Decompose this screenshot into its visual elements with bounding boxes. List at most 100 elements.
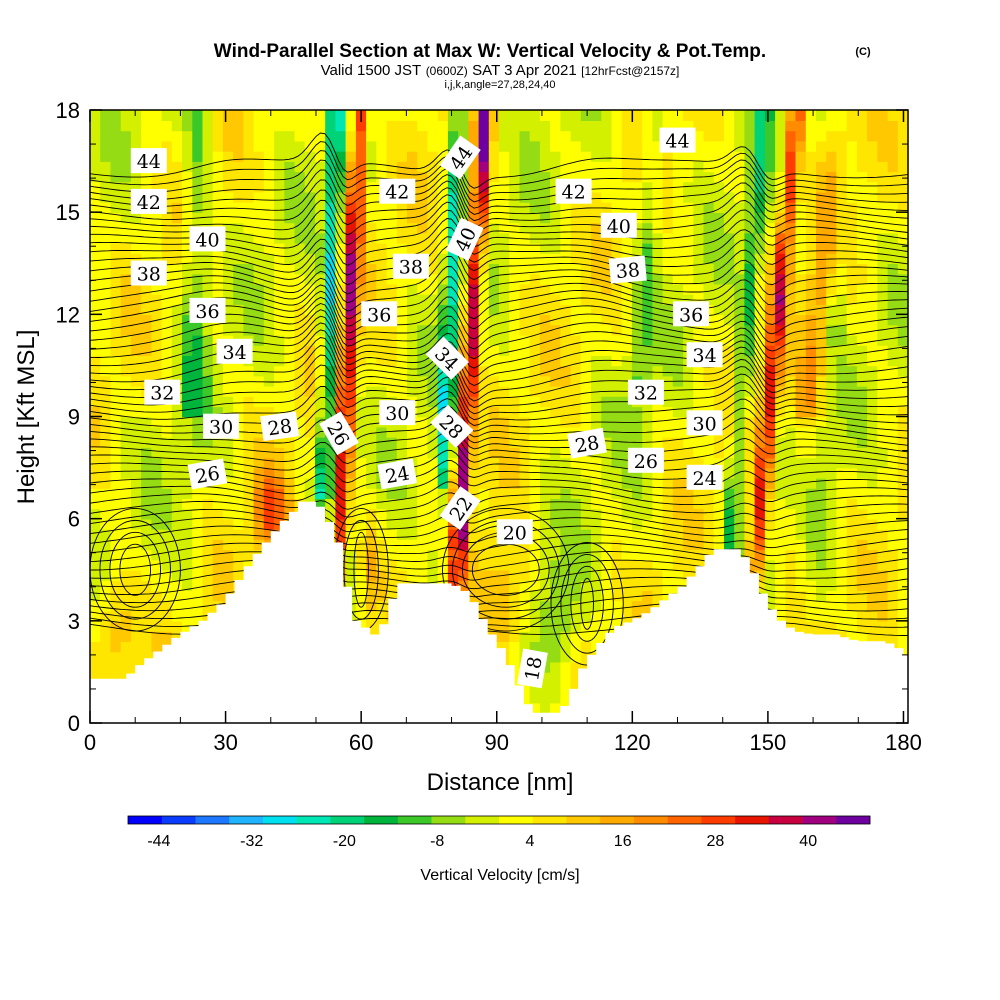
theta-contour-label: 36 [361,301,398,327]
contour-label-box [130,188,167,214]
velocity-cell [785,150,797,162]
velocity-cell [263,110,275,121]
velocity-cell [212,365,224,377]
velocity-cell [744,457,756,469]
velocity-cell [519,569,531,581]
velocity-cell [233,191,245,203]
velocity-cell [90,620,101,632]
velocity-cell [509,293,521,305]
velocity-cell [744,253,756,264]
velocity-cell [100,222,112,234]
velocity-cell [396,334,408,346]
velocity-cell [499,641,510,653]
velocity-cell [171,539,183,551]
velocity-cell [570,324,582,336]
velocity-cell [734,263,746,275]
velocity-cell [816,477,827,489]
velocity-cell [539,334,551,346]
velocity-cell [703,436,715,448]
velocity-cell [519,436,531,448]
velocity-cell [100,559,112,571]
velocity-cell [427,406,439,418]
velocity-cell [601,242,613,254]
velocity-cell [887,549,899,561]
velocity-cell [386,590,398,602]
theta-contour-line [90,150,908,203]
velocity-cell [294,293,306,305]
velocity-cell [887,375,899,387]
velocity-cell [274,222,286,234]
velocity-cell [580,130,592,142]
theta-contour-line [580,577,594,630]
velocity-cell [151,539,163,551]
velocity-cell [539,314,551,326]
velocity-cell [161,508,173,520]
velocity-cell [897,161,908,173]
theta-contour-label: 44 [659,127,696,153]
velocity-cell [764,253,776,264]
velocity-cell [754,171,766,183]
velocity-cell [529,314,541,326]
velocity-cell [703,365,715,377]
velocity-cell [591,191,602,203]
velocity-cell [100,467,112,479]
velocity-cell [396,436,408,448]
velocity-cell [161,202,173,213]
velocity-cell [182,120,193,132]
velocity-cell [601,171,613,183]
velocity-cell [233,467,245,479]
velocity-cell [631,355,643,367]
velocity-cell [417,222,429,234]
velocity-cell [100,651,112,663]
velocity-cell [222,488,234,499]
velocity-cell [887,600,899,612]
velocity-cell [335,150,347,162]
velocity-cell [560,263,572,275]
velocity-cell [294,324,306,336]
velocity-cell [539,375,551,387]
velocity-cell [816,406,827,418]
velocity-cell [539,273,551,285]
velocity-cell [856,406,868,418]
velocity-cell [100,671,112,683]
velocity-cell [621,447,633,459]
velocity-cell [856,222,868,234]
velocity-cell [366,171,378,183]
velocity-cell [315,375,326,387]
velocity-cell [407,447,418,459]
velocity-cell [355,120,367,132]
velocity-cell [458,273,470,285]
velocity-cell [110,518,122,530]
velocity-cell [499,600,510,612]
velocity-cell [90,539,101,551]
velocity-cell [703,518,715,530]
velocity-cell [243,161,255,173]
theta-contour-line [90,132,908,189]
velocity-cell [141,242,153,254]
velocity-cell [141,559,153,571]
velocity-cell [509,202,521,213]
velocity-cell [867,191,879,203]
velocity-cell [253,447,265,459]
velocity-cell [253,365,265,377]
velocity-cell [335,130,347,142]
velocity-cell [805,447,817,459]
theta-contour-label: 30 [686,410,723,436]
velocity-cell [724,253,735,264]
velocity-cell [120,580,132,591]
velocity-cell [325,304,337,316]
velocity-cell [703,273,715,285]
velocity-cell [550,559,562,571]
velocity-cell [887,477,899,489]
velocity-cell [90,569,101,581]
velocity-cell [550,641,562,653]
velocity-cell [130,518,142,530]
velocity-cell [703,528,715,540]
velocity-cell [570,600,582,612]
velocity-cell [141,488,153,499]
contour-label-text: 26 [634,451,658,473]
velocity-cell [693,191,705,203]
velocity-cell [192,610,204,622]
velocity-cell [703,181,715,193]
velocity-cell [785,559,797,571]
